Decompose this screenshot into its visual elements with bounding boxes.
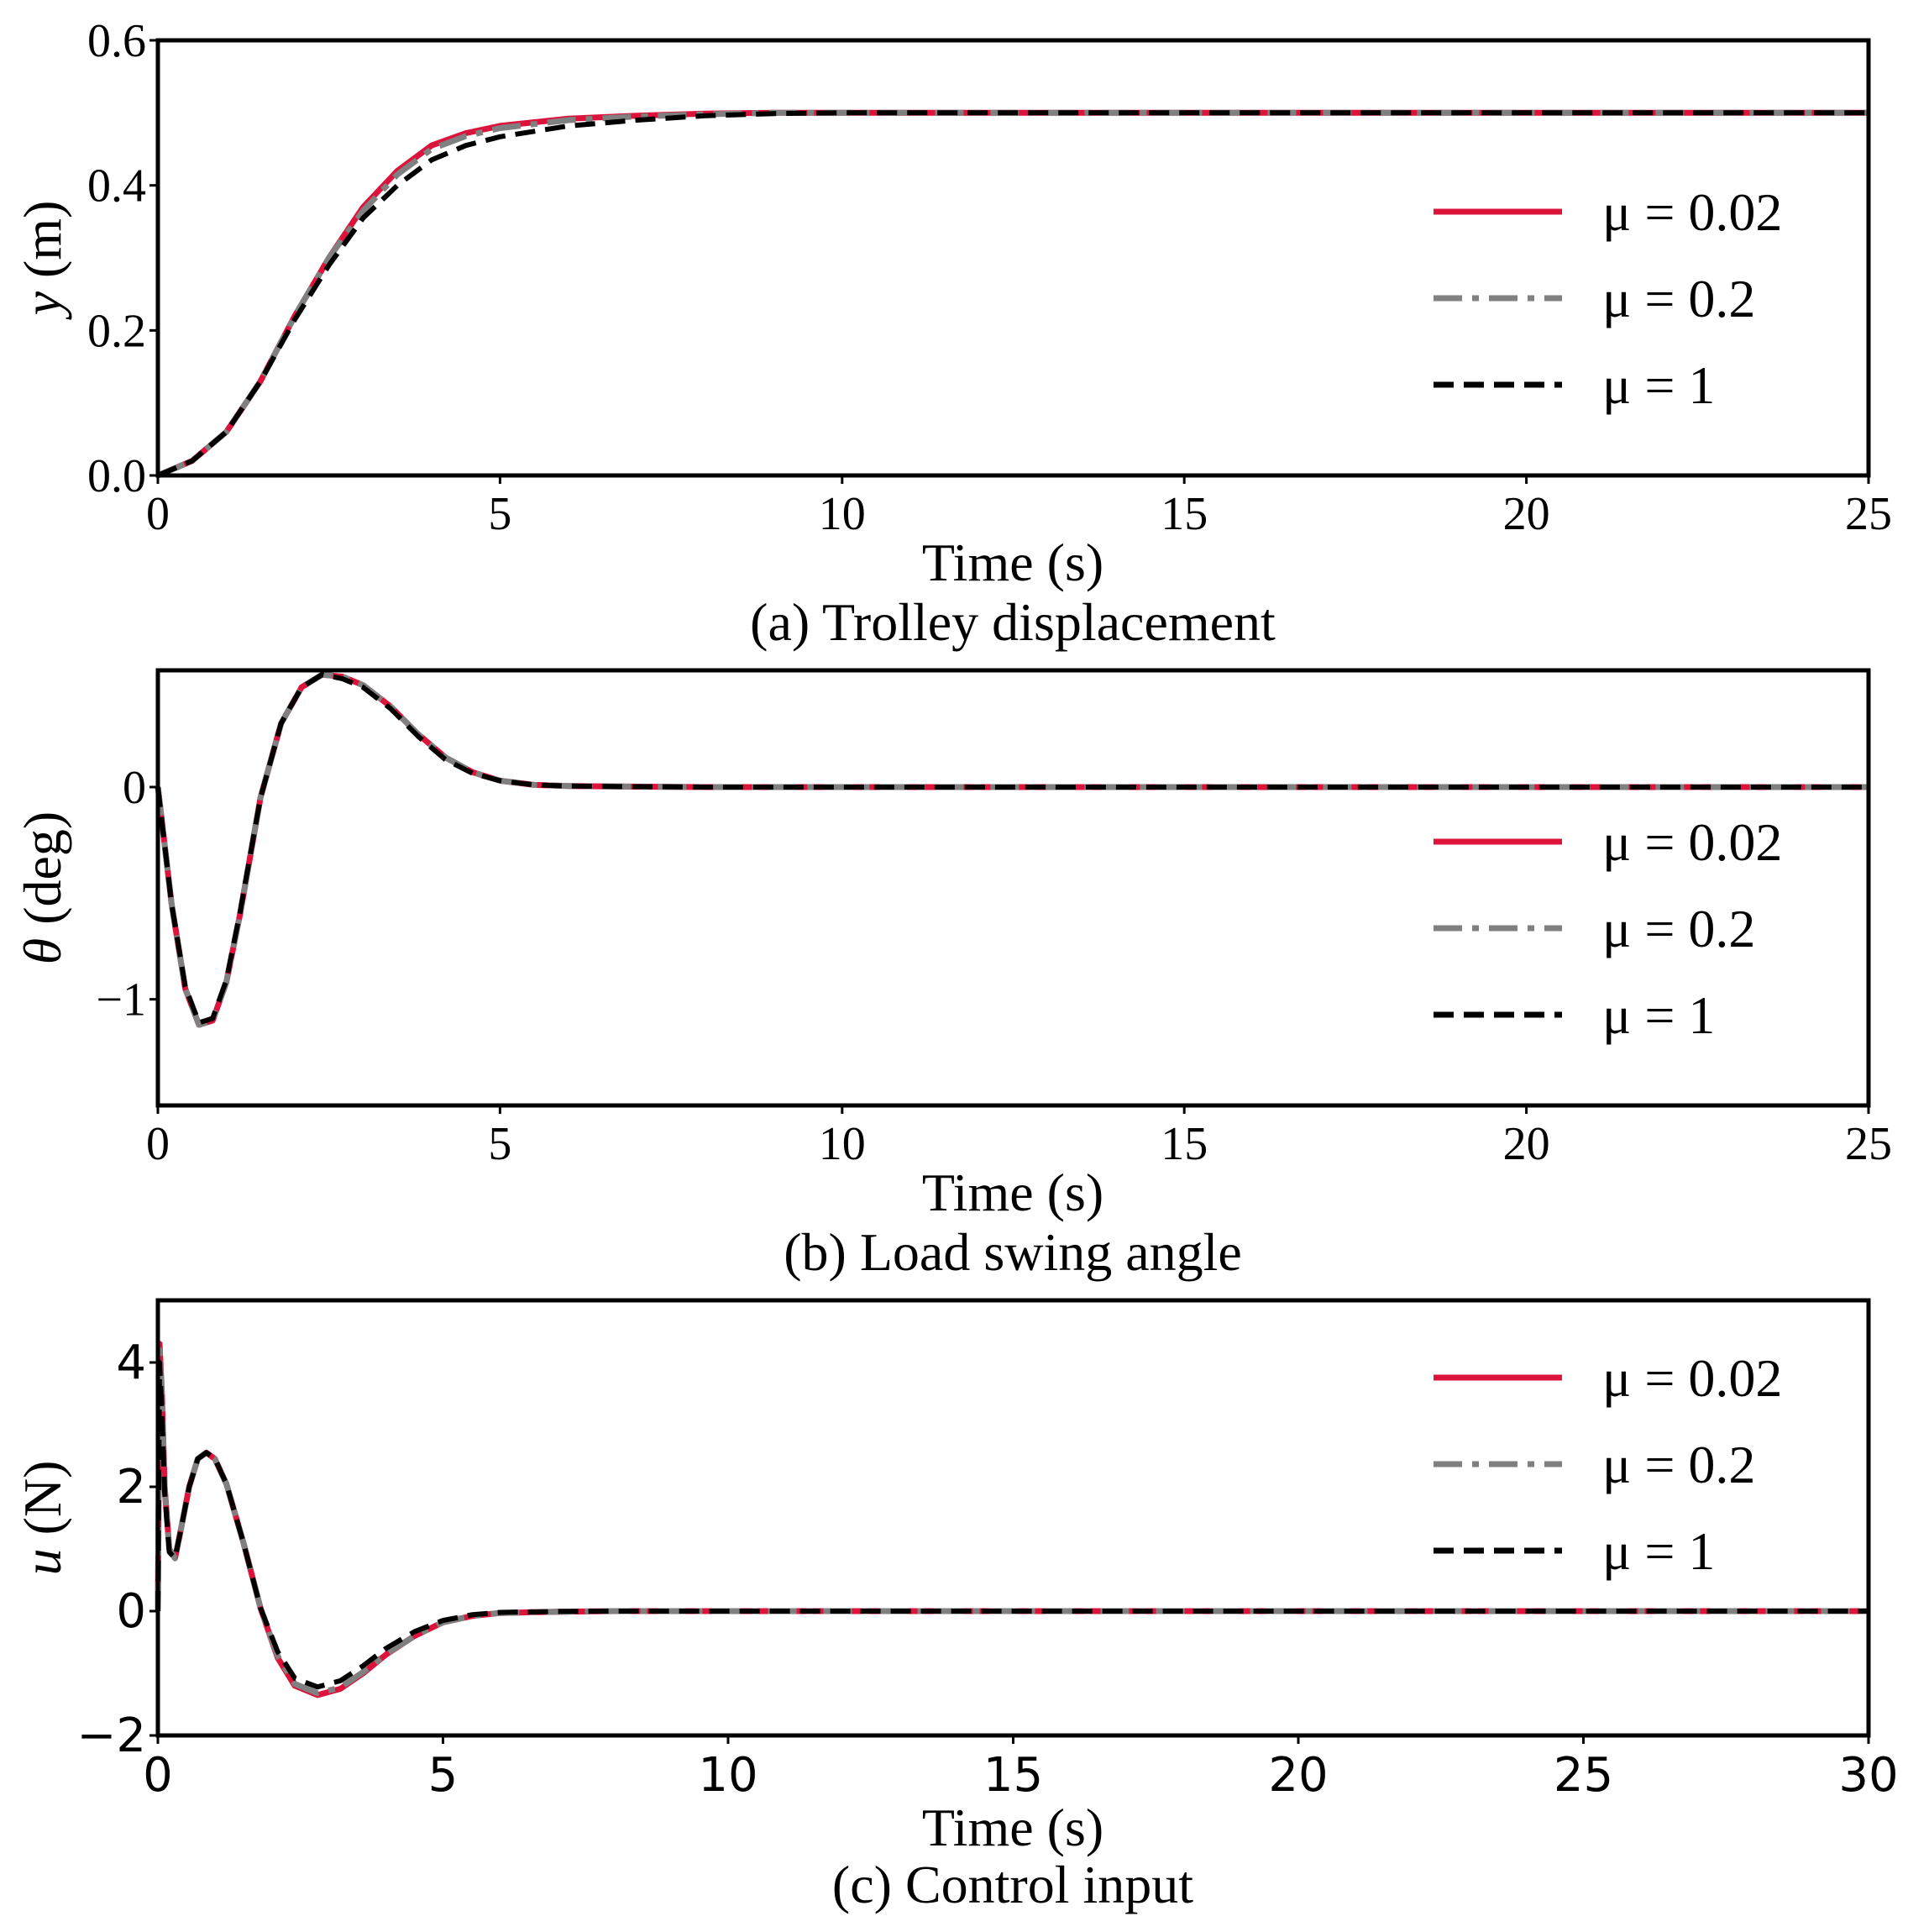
series-line — [156, 110, 1869, 478]
y-tick-label: 0 — [116, 1584, 146, 1639]
panel-a-y-axis-label: y (m) — [13, 201, 72, 321]
panel-b-y-axis-label: θ (deg) — [13, 811, 72, 964]
x-tick-label: 20 — [1503, 1118, 1550, 1170]
panel-b: 0 5 10 15 20 25 −1 0 θ (deg) Time (s) (b) Load… — [13, 668, 1892, 1282]
x-tick-label: 25 — [1845, 1118, 1892, 1170]
y-tick-label: 0 — [123, 762, 146, 814]
panel-a: 0 5 10 15 20 25 0.0 0.2 0.4 0.6 y (m) Time (s) (… — [13, 15, 1892, 652]
x-tick-label: 0 — [143, 1748, 173, 1803]
panel-a-frame — [155, 38, 1871, 478]
x-tick-label: 5 — [488, 488, 511, 540]
panel-a-x-ticks: 0 5 10 15 20 25 — [146, 475, 1892, 540]
panel-b-frame — [155, 668, 1871, 1108]
y-tick-label: 0.0 — [87, 450, 146, 502]
x-tick-label: 25 — [1845, 488, 1892, 540]
y-tick-label: −2 — [76, 1709, 146, 1763]
y-tick-label: 0.2 — [87, 305, 146, 357]
series-line — [155, 1360, 1869, 1690]
legend-label: μ = 0.02 — [1602, 1348, 1782, 1408]
series-line — [156, 109, 1869, 479]
legend-label: μ = 1 — [1602, 355, 1715, 415]
panel-c-y-axis-label: u (N) — [13, 1461, 72, 1576]
panel-a-lines — [156, 109, 1869, 479]
y-tick-label: 0.4 — [87, 160, 146, 213]
x-tick-label: 10 — [819, 488, 866, 540]
x-tick-label: 20 — [1268, 1748, 1328, 1803]
panel-c-lines — [155, 1341, 1869, 1698]
x-tick-label: 15 — [983, 1748, 1043, 1803]
x-tick-label: 15 — [1161, 488, 1208, 540]
panel-b-y-ticks: −1 0 — [96, 762, 158, 1026]
legend-label: μ = 0.2 — [1602, 899, 1755, 958]
panel-c-x-ticks: 0 5 10 15 20 25 30 — [143, 1735, 1899, 1803]
legend-label: μ = 1 — [1602, 985, 1715, 1045]
panel-c-caption: (c) Control input — [832, 1855, 1193, 1914]
x-tick-label: 30 — [1838, 1748, 1898, 1803]
legend-label: μ = 0.2 — [1602, 269, 1755, 328]
panel-a-legend: μ = 0.02 μ = 0.2 μ = 1 — [1434, 182, 1782, 415]
x-tick-label: 0 — [146, 1118, 170, 1170]
panel-c-frame — [155, 1298, 1871, 1738]
y-tick-label: 2 — [116, 1460, 146, 1515]
x-tick-label: 10 — [819, 1118, 866, 1170]
panel-a-y-ticks: 0.0 0.2 0.4 0.6 — [87, 15, 158, 502]
panel-b-lines — [155, 671, 1869, 1028]
series-line — [155, 1347, 1869, 1697]
x-tick-label: 10 — [698, 1748, 757, 1803]
x-tick-label: 25 — [1554, 1748, 1613, 1803]
panel-c-legend: μ = 0.02 μ = 0.2 μ = 1 — [1434, 1348, 1782, 1581]
x-tick-label: 15 — [1161, 1118, 1208, 1170]
legend-label: μ = 1 — [1602, 1521, 1715, 1581]
x-tick-label: 20 — [1503, 488, 1550, 540]
y-tick-label: −1 — [96, 974, 146, 1026]
panel-b-x-ticks: 0 5 10 15 20 25 — [146, 1105, 1892, 1170]
panel-b-caption: (b) Load swing angle — [784, 1222, 1242, 1282]
panel-c-y-ticks: −2 0 2 4 — [76, 1336, 158, 1763]
panel-a-x-axis-label: Time (s) — [922, 533, 1103, 592]
panel-a-caption: (a) Trolley displacement — [750, 592, 1276, 652]
legend-label: μ = 0.02 — [1602, 812, 1782, 872]
x-tick-label: 5 — [428, 1748, 459, 1803]
panel-b-legend: μ = 0.02 μ = 0.2 μ = 1 — [1434, 812, 1782, 1045]
legend-label: μ = 0.02 — [1602, 182, 1782, 242]
legend-label: μ = 0.2 — [1602, 1435, 1755, 1494]
x-tick-label: 5 — [488, 1118, 511, 1170]
x-tick-label: 0 — [146, 488, 170, 540]
y-tick-label: 4 — [116, 1336, 146, 1390]
panel-b-x-axis-label: Time (s) — [922, 1163, 1103, 1222]
series-line — [155, 672, 1869, 1026]
panel-c-x-axis-label: Time (s) — [922, 1798, 1103, 1857]
y-tick-label: 0.6 — [87, 15, 146, 67]
